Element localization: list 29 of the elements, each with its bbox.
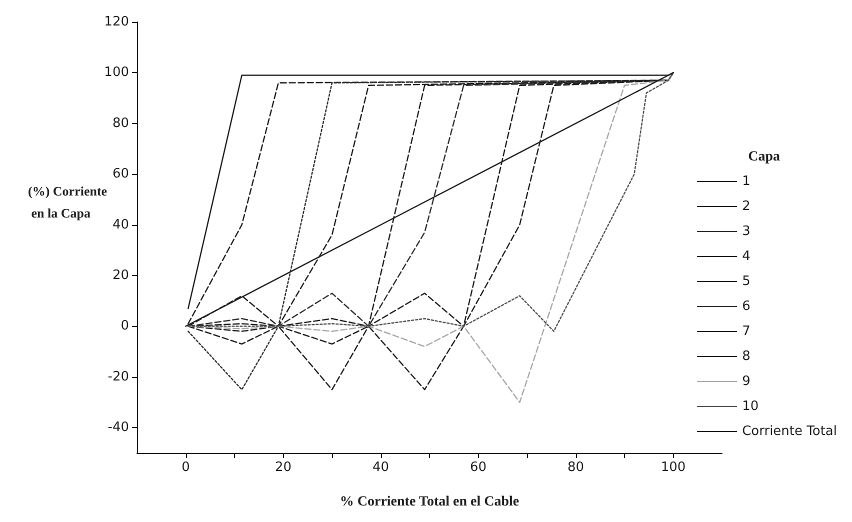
legend-label: 4: [742, 249, 750, 264]
legend-label: 5: [742, 274, 750, 289]
y-axis-title: (%) Corriente en la Capa: [28, 184, 108, 220]
legend-label: 2: [742, 199, 750, 214]
x-tick-label: 20: [274, 460, 292, 475]
x-tick-label: 0: [182, 460, 190, 475]
legend-label: 1: [742, 174, 750, 189]
y-tick-label: 0: [120, 318, 129, 334]
x-tick-label: 60: [470, 460, 487, 475]
legend-label: 10: [742, 399, 759, 414]
y-tick-label: 100: [104, 65, 129, 80]
y-tick-label: 120: [104, 14, 129, 30]
legend-title: Capa: [748, 150, 780, 164]
y-tick-label: 40: [112, 217, 129, 232]
legend-label: 8: [742, 349, 750, 364]
y-tick-label: 60: [112, 166, 129, 182]
y-tick-label: 20: [112, 268, 129, 284]
x-tick-label: 40: [372, 460, 390, 475]
legend-label: 6: [742, 299, 750, 314]
y-tick-label: -20: [108, 369, 129, 384]
x-axis-title: % Corriente Total en el Cable: [340, 494, 520, 510]
legend-label: Corriente Total: [742, 424, 838, 439]
legend-label: 7: [742, 324, 750, 339]
y-tick-label: 80: [112, 116, 129, 131]
y-tick-label: -40: [108, 420, 129, 436]
x-tick-label: 80: [567, 460, 584, 475]
legend-label: 9: [742, 374, 750, 389]
legend-label: 3: [742, 224, 750, 239]
x-tick-label: 100: [660, 460, 686, 475]
